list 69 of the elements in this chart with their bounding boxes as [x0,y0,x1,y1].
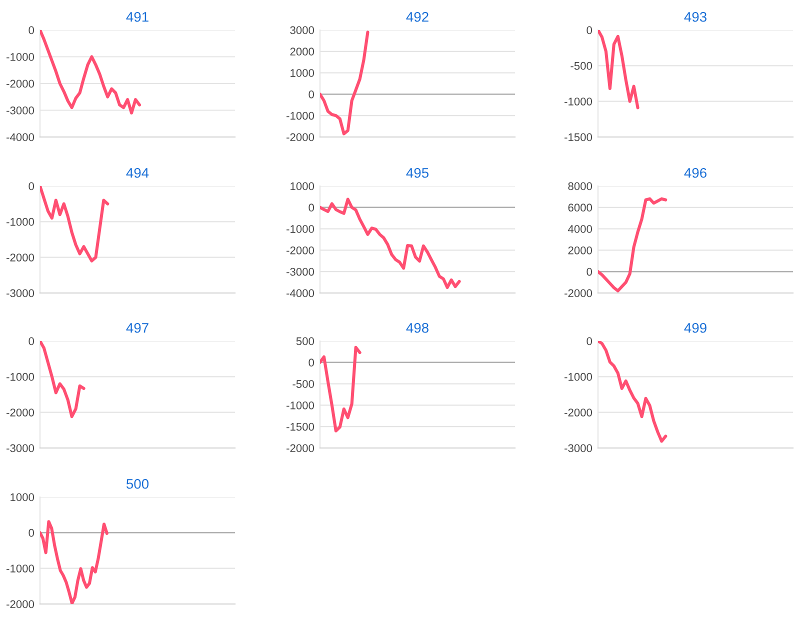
y-tick-label: 0 [308,358,314,367]
chart-title: 492 [406,12,428,22]
y-tick-label: -1000 [286,225,314,233]
y-tick-label: 4000 [568,225,592,233]
y-tick-label: -3000 [6,444,34,452]
y-tick-label: 1000 [290,182,314,190]
y-tick-label: 1000 [10,493,34,502]
y-tick-label: -1500 [286,422,314,431]
y-tick-label: 500 [296,337,314,346]
y-tick-label: -2000 [564,408,592,416]
y-tick-label: 0 [28,528,34,537]
y-tick-label: -1000 [6,564,34,572]
y-tick-label: -500 [570,62,592,70]
y-tick-label: -2000 [6,408,34,416]
y-tick-label: -1500 [564,133,592,142]
line-series [598,30,640,110]
line-series [40,341,86,418]
y-tick-label: -2000 [6,600,34,608]
chart-title: 493 [684,12,706,22]
y-tick-label: -3000 [6,106,34,114]
y-tick-label: -1000 [286,112,314,120]
y-tick-label: -2000 [286,133,314,142]
y-tick-label: -1000 [286,401,314,410]
chart-title: 494 [126,168,149,178]
y-tick-label: -4000 [286,289,314,298]
y-tick-label: -1000 [6,372,34,381]
y-tick-label: 0 [28,26,34,34]
y-tick-label: -2000 [286,246,314,254]
line-series [40,520,108,604]
y-tick-label: -2000 [6,254,34,262]
chart-title: 499 [684,322,706,333]
y-tick-label: -2000 [564,289,592,298]
chart-title: 497 [126,322,148,333]
y-tick-label: -1000 [6,218,34,226]
line-series [598,197,668,292]
y-tick-label: 8000 [568,182,592,190]
y-tick-label: 6000 [568,204,592,212]
y-tick-label: 0 [308,204,314,212]
chart-title: 495 [406,168,429,178]
chart-title: 500 [126,478,149,489]
y-tick-label: -3000 [286,268,314,276]
y-tick-label: -1000 [564,98,592,106]
y-tick-label: 0 [28,337,34,346]
y-tick-label: 0 [586,26,592,34]
y-tick-label: -4000 [6,133,34,142]
chart-title: 491 [126,12,148,22]
line-series [320,30,370,136]
y-tick-label: -1000 [6,53,34,61]
y-tick-label: 0 [28,182,34,190]
y-tick-label: 0 [308,90,314,98]
y-tick-label: -3000 [564,444,592,452]
line-series [320,346,362,432]
y-tick-label: -2000 [286,444,314,452]
y-tick-label: -500 [292,380,314,388]
line-series [320,198,461,289]
y-tick-label: 2000 [290,48,314,56]
line-series [40,30,142,114]
y-tick-label: 1000 [290,69,314,77]
y-tick-label: -1000 [564,372,592,381]
y-tick-label: 2000 [568,246,592,254]
y-tick-label: 3000 [290,26,314,34]
y-tick-label: -3000 [6,289,34,298]
line-series [598,341,668,443]
y-tick-label: -2000 [6,80,34,88]
chart-title: 496 [684,168,706,178]
y-tick-label: 0 [586,337,592,346]
line-series [40,186,110,262]
y-tick-label: 0 [586,268,592,276]
chart-title: 498 [406,322,428,333]
